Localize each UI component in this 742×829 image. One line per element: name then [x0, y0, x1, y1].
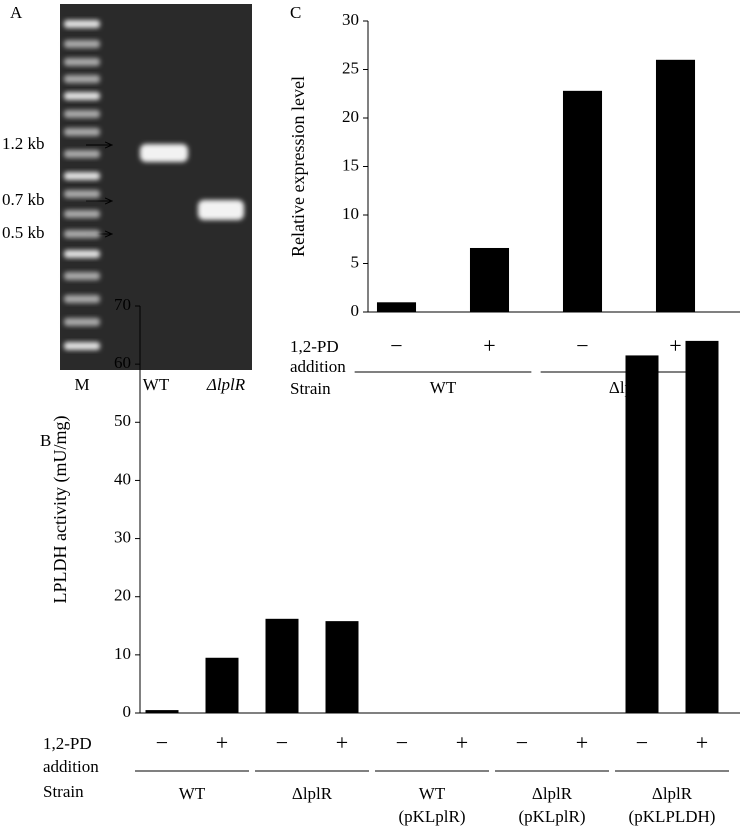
row-label: 1,2-PD — [43, 734, 92, 753]
category-label: + — [456, 730, 468, 755]
ladder-band — [64, 150, 100, 158]
y-tick-label: 25 — [342, 58, 359, 77]
panel-letter: A — [10, 3, 23, 22]
group-label: (pKLplR) — [398, 807, 465, 826]
row-label: addition — [290, 357, 346, 376]
category-label: − — [396, 730, 408, 755]
ladder-band — [64, 92, 100, 100]
category-label: − — [576, 333, 588, 358]
ladder-band — [64, 20, 100, 28]
y-tick-label: 20 — [342, 107, 359, 126]
ladder-band — [64, 272, 100, 280]
group-label: WT — [179, 784, 206, 803]
y-axis-label: Relative expression level — [288, 76, 308, 257]
ladder-band — [64, 128, 100, 136]
chart: C 0 5 10 15 20 25 30 Relative expression level − +… — [288, 3, 740, 398]
category-label: + — [216, 730, 228, 755]
category-label: + — [483, 333, 495, 358]
group-label: ΔlplR — [292, 784, 333, 803]
ladder-band — [64, 295, 100, 303]
group-label: WT — [430, 378, 457, 397]
category-label: − — [276, 730, 288, 755]
bar — [265, 618, 299, 713]
y-tick-label: 50 — [114, 411, 131, 430]
bar — [145, 710, 179, 713]
bar — [205, 657, 239, 713]
lane-label: WT — [143, 375, 170, 394]
group-label: (pKLplR) — [518, 807, 585, 826]
gel-band — [140, 144, 188, 162]
panel-letter: B — [40, 431, 51, 450]
bar — [685, 340, 719, 713]
category-label: + — [336, 730, 348, 755]
ladder-band — [64, 318, 100, 326]
ladder-band — [64, 40, 100, 48]
marker-label: 0.7 kb — [2, 190, 45, 209]
y-tick-label: 70 — [114, 295, 131, 314]
bar — [376, 302, 417, 312]
y-tick-label: 5 — [351, 252, 360, 271]
ladder-band — [64, 58, 100, 66]
y-tick-label: 0 — [123, 702, 132, 721]
ladder-band — [64, 210, 100, 218]
marker-label: 0.5 kb — [2, 223, 45, 242]
row-label: 1,2-PD — [290, 337, 339, 356]
bar — [562, 90, 603, 312]
bar — [655, 59, 696, 312]
y-tick-label: 15 — [342, 155, 359, 174]
category-label: − — [390, 333, 402, 358]
lane-label: ΔlplR — [206, 375, 246, 394]
category-label: + — [669, 333, 681, 358]
y-tick-label: 30 — [114, 527, 131, 546]
row-label: Strain — [290, 379, 331, 398]
ladder-band — [64, 250, 100, 258]
gel-band — [198, 200, 244, 220]
group-label: (pKLPLDH) — [629, 807, 716, 826]
row-label: Strain — [43, 782, 84, 801]
marker-label: 1.2 kb — [2, 134, 45, 153]
category-label: + — [576, 730, 588, 755]
chart: B 0 10 20 30 40 50 60 70 LPLDH activity (mU/mg) − +… — [40, 295, 740, 826]
category-label: + — [696, 730, 708, 755]
y-tick-label: 10 — [342, 204, 359, 223]
ladder-band — [64, 230, 100, 238]
bar — [469, 247, 510, 312]
panel-letter: C — [290, 3, 301, 22]
gel-panel: A 1.2 kb 0.7 kb 0.5 kb M WT ΔlplR — [2, 3, 252, 394]
row-label: addition — [43, 757, 99, 776]
bar — [625, 355, 659, 713]
ladder-band — [64, 172, 100, 180]
y-tick-label: 40 — [114, 469, 131, 488]
y-tick-label: 60 — [114, 353, 131, 372]
y-tick-label: 0 — [351, 301, 360, 320]
group-label: ΔlplR — [652, 784, 693, 803]
ladder-band — [64, 110, 100, 118]
y-tick-label: 30 — [342, 10, 359, 29]
bar — [325, 621, 359, 713]
category-label: − — [516, 730, 528, 755]
y-axis-label: LPLDH activity (mU/mg) — [50, 416, 71, 604]
ladder-band — [64, 190, 100, 198]
ladder-band — [64, 342, 100, 350]
group-label: ΔlplR — [532, 784, 573, 803]
y-tick-label: 20 — [114, 586, 131, 605]
lane-label: M — [74, 375, 89, 394]
y-tick-label: 10 — [114, 644, 131, 663]
group-label: WT — [419, 784, 446, 803]
category-label: − — [636, 730, 648, 755]
ladder-band — [64, 75, 100, 83]
category-label: − — [156, 730, 168, 755]
